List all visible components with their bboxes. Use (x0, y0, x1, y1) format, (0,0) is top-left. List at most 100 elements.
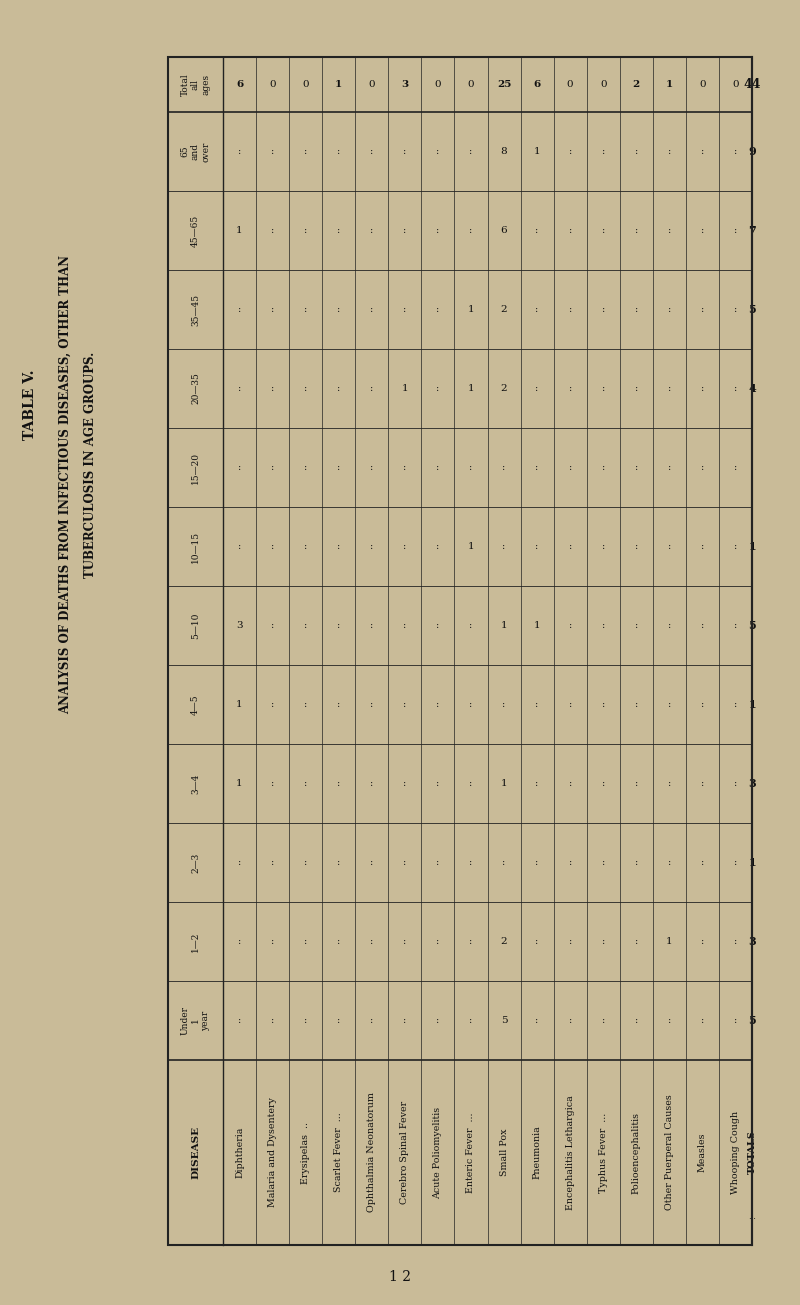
Text: 0: 0 (369, 80, 375, 89)
Text: 44: 44 (743, 78, 761, 91)
Text: 5—10: 5—10 (191, 612, 200, 638)
Text: :: : (602, 857, 605, 867)
Text: :: : (668, 384, 671, 393)
Text: ...: ... (748, 1214, 756, 1221)
Text: :: : (602, 147, 605, 157)
Text: Under
1
year: Under 1 year (181, 1006, 210, 1035)
Text: :: : (535, 857, 538, 867)
Text: :: : (602, 699, 605, 709)
Text: 8: 8 (501, 147, 507, 157)
Text: 1: 1 (501, 621, 507, 630)
Text: :: : (535, 463, 538, 472)
Text: :: : (337, 542, 340, 551)
Text: :: : (337, 305, 340, 315)
Text: :: : (436, 226, 439, 235)
Text: :: : (238, 384, 241, 393)
Text: :: : (668, 147, 671, 157)
Text: :: : (337, 1017, 340, 1024)
Text: :: : (271, 1017, 274, 1024)
Text: :: : (602, 621, 605, 630)
Text: 1: 1 (468, 542, 474, 551)
Text: :: : (403, 226, 406, 235)
Text: Pneumonia: Pneumonia (533, 1126, 542, 1180)
Text: :: : (750, 463, 754, 472)
Text: :: : (271, 226, 274, 235)
Text: :: : (370, 699, 374, 709)
Text: :: : (370, 1017, 374, 1024)
Text: :: : (668, 857, 671, 867)
Text: :: : (271, 542, 274, 551)
Text: :: : (634, 857, 638, 867)
Text: :: : (304, 857, 307, 867)
Text: :: : (602, 779, 605, 788)
Text: :: : (337, 226, 340, 235)
Text: :: : (701, 779, 704, 788)
Text: :: : (634, 226, 638, 235)
Text: 5: 5 (748, 304, 756, 315)
Text: Whooping Cough: Whooping Cough (731, 1111, 740, 1194)
Text: :: : (701, 857, 704, 867)
Text: :: : (271, 779, 274, 788)
Text: :: : (304, 621, 307, 630)
Text: :: : (602, 542, 605, 551)
Text: 4—5: 4—5 (191, 694, 200, 715)
Text: :: : (370, 147, 374, 157)
Text: 0: 0 (699, 80, 706, 89)
Text: :: : (470, 857, 473, 867)
Text: :: : (668, 226, 671, 235)
Text: :: : (634, 542, 638, 551)
Text: :: : (337, 147, 340, 157)
Text: :: : (569, 857, 572, 867)
Text: 1—2: 1—2 (191, 932, 200, 951)
Text: 1: 1 (748, 857, 756, 868)
Text: 6: 6 (534, 80, 541, 89)
Text: 1: 1 (236, 779, 243, 788)
Text: :: : (602, 937, 605, 946)
Text: :: : (602, 463, 605, 472)
Text: :: : (535, 937, 538, 946)
Text: :: : (535, 542, 538, 551)
Text: :: : (634, 1017, 638, 1024)
Text: 1: 1 (748, 699, 756, 710)
Text: :: : (403, 937, 406, 946)
Text: :: : (271, 384, 274, 393)
Text: :: : (668, 779, 671, 788)
Text: Acute Poliomyelitis: Acute Poliomyelitis (434, 1107, 442, 1198)
Text: 4: 4 (748, 382, 756, 394)
Text: :: : (370, 857, 374, 867)
Text: 1: 1 (468, 305, 474, 315)
Text: 1: 1 (402, 384, 408, 393)
Text: :: : (535, 1017, 538, 1024)
Text: 7: 7 (748, 224, 756, 236)
Text: Cerebro Spinal Fever: Cerebro Spinal Fever (400, 1101, 410, 1205)
Text: :: : (304, 779, 307, 788)
Text: :: : (370, 226, 374, 235)
Text: :: : (634, 305, 638, 315)
Text: :: : (337, 779, 340, 788)
Text: :: : (271, 147, 274, 157)
Text: ANALYSIS OF DEATHS FROM INFECTIOUS DISEASES, OTHER THAN: ANALYSIS OF DEATHS FROM INFECTIOUS DISEA… (58, 256, 71, 715)
Text: :: : (470, 937, 473, 946)
Text: :: : (734, 542, 737, 551)
Text: :: : (238, 463, 241, 472)
Text: :: : (337, 621, 340, 630)
Text: :: : (535, 779, 538, 788)
Text: :: : (403, 305, 406, 315)
Text: :: : (701, 542, 704, 551)
Text: :: : (602, 1017, 605, 1024)
Text: :: : (569, 1017, 572, 1024)
Text: :: : (337, 463, 340, 472)
Text: 1: 1 (666, 80, 673, 89)
Text: :: : (535, 384, 538, 393)
Text: :: : (403, 699, 406, 709)
Text: :: : (370, 384, 374, 393)
Text: :: : (569, 305, 572, 315)
Text: :: : (238, 542, 241, 551)
Text: :: : (569, 463, 572, 472)
Text: TOTALS: TOTALS (747, 1130, 757, 1174)
Text: :: : (238, 147, 241, 157)
Text: :: : (304, 384, 307, 393)
Text: :: : (734, 699, 737, 709)
Text: :: : (569, 226, 572, 235)
Text: Scarlet Fever  ...: Scarlet Fever ... (334, 1113, 343, 1193)
